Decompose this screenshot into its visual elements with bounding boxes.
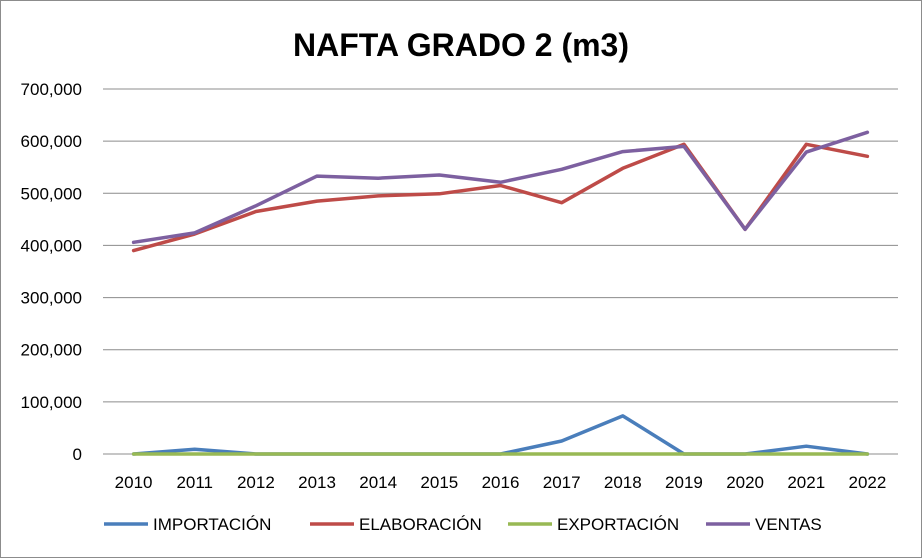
data-point	[255, 453, 257, 455]
data-point	[500, 453, 501, 455]
data-point	[866, 453, 868, 455]
data-point	[866, 155, 868, 157]
data-point	[866, 131, 868, 133]
x-axis-ticks: 2010 2011 2012 2013 2014 2015 2016 2017 2018 2019…	[115, 473, 887, 492]
data-point	[683, 453, 685, 455]
data-point	[438, 174, 440, 176]
data-point	[438, 453, 440, 455]
data-point	[561, 168, 563, 170]
x-tick-label: 2020	[726, 473, 764, 492]
legend-item: VENTAS	[706, 515, 822, 534]
data-point	[805, 445, 807, 447]
series-lines	[131, 130, 870, 456]
legend: IMPORTACIÓN ELABORACIÓN EXPORTACIÓN VENTAS	[104, 515, 822, 534]
x-tick-label: 2018	[604, 473, 642, 492]
data-point	[377, 195, 379, 197]
data-point	[744, 228, 746, 230]
legend-label: VENTAS	[755, 515, 822, 534]
legend-item: IMPORTACIÓN	[104, 515, 271, 534]
data-point	[255, 211, 257, 213]
y-tick-label: 600,000	[21, 132, 82, 151]
legend-item: ELABORACIÓN	[310, 515, 482, 534]
x-tick-label: 2010	[115, 473, 153, 492]
data-point	[622, 151, 624, 153]
gridlines	[103, 88, 898, 455]
data-point	[622, 415, 624, 417]
data-point	[316, 175, 318, 177]
data-point	[194, 232, 196, 234]
data-point	[133, 241, 135, 243]
data-point	[805, 453, 807, 455]
data-point	[133, 250, 135, 252]
x-tick-label: 2011	[176, 473, 213, 492]
y-axis-ticks: 0 100,000 200,000 300,000 400,000 500,000 600,…	[21, 80, 82, 464]
data-point	[805, 151, 807, 153]
y-tick-label: 700,000	[21, 80, 82, 99]
data-point	[316, 200, 318, 202]
series-line-1	[131, 414, 870, 456]
x-tick-label: 2014	[359, 473, 397, 492]
data-point	[561, 453, 563, 455]
x-tick-label: 2021	[787, 473, 825, 492]
x-tick-label: 2022	[849, 473, 887, 492]
data-point	[683, 145, 685, 147]
x-tick-label: 2016	[482, 473, 520, 492]
legend-label: EXPORTACIÓN	[557, 515, 679, 534]
data-point	[438, 193, 440, 195]
x-tick-label: 2012	[237, 473, 275, 492]
legend-label: IMPORTACIÓN	[153, 515, 271, 534]
data-point	[500, 184, 501, 186]
data-point	[622, 167, 624, 169]
x-tick-label: 2019	[665, 473, 703, 492]
legend-item: EXPORTACIÓN	[508, 515, 679, 534]
chart-title: NAFTA GRADO 2 (m3)	[293, 27, 629, 63]
data-point	[255, 205, 257, 207]
y-tick-label: 400,000	[21, 236, 82, 255]
y-tick-label: 300,000	[21, 289, 82, 308]
y-tick-label: 0	[73, 445, 82, 464]
data-point	[194, 453, 196, 455]
data-point	[683, 143, 685, 145]
data-point	[622, 453, 624, 455]
x-tick-label: 2017	[543, 473, 581, 492]
data-point	[377, 177, 379, 179]
data-point	[500, 181, 501, 183]
series-line-2	[131, 142, 870, 253]
data-point	[744, 453, 746, 455]
data-point	[133, 453, 135, 455]
data-point	[316, 453, 318, 455]
y-tick-label: 200,000	[21, 341, 82, 360]
x-tick-label: 2015	[420, 473, 458, 492]
y-tick-label: 500,000	[21, 184, 82, 203]
data-point	[561, 440, 563, 442]
legend-label: ELABORACIÓN	[359, 515, 482, 534]
data-point	[561, 202, 563, 204]
data-point	[194, 448, 196, 450]
data-point	[805, 143, 807, 145]
x-tick-label: 2013	[298, 473, 336, 492]
data-point	[377, 453, 379, 455]
y-tick-label: 100,000	[21, 393, 82, 412]
